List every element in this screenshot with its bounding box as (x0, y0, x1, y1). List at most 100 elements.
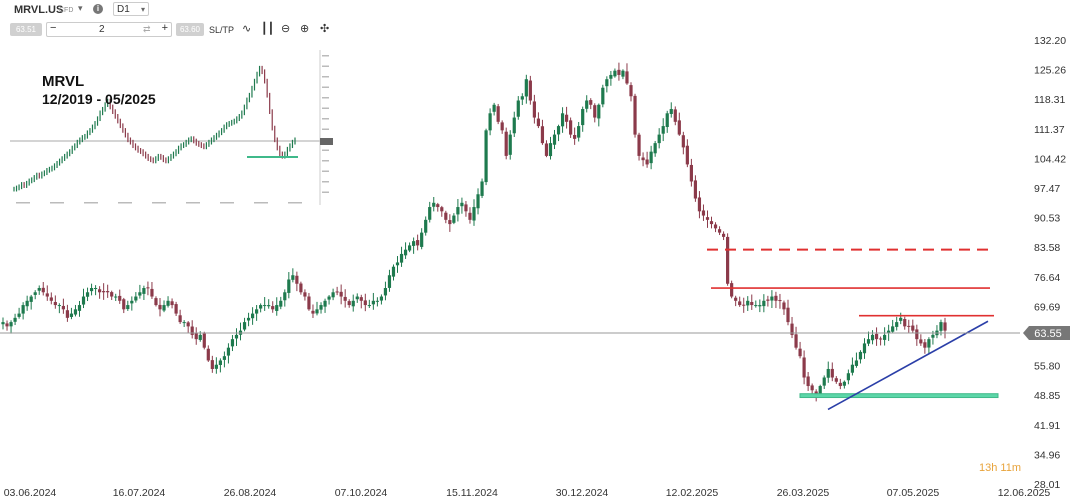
minus-button[interactable]: − (50, 22, 57, 34)
candle (705, 210, 710, 228)
candle (242, 317, 247, 332)
candle (544, 140, 549, 158)
candle (524, 74, 528, 104)
candle (230, 335, 235, 352)
line-chart-icon[interactable]: ∿ (242, 23, 252, 35)
time-tick-label: 26.03.2025 (777, 487, 830, 499)
candle (275, 297, 279, 316)
countdown-hours: 13h (979, 462, 998, 474)
candle (552, 129, 557, 150)
price-axis[interactable]: 132.20 125.26 118.31 111.37 104.42 97.47 90.53… (1034, 35, 1066, 491)
candle (822, 375, 826, 390)
candle (432, 197, 436, 212)
candle (520, 93, 524, 106)
candle (25, 295, 29, 311)
candle (222, 351, 227, 368)
support-zone (799, 393, 999, 399)
price-tick-label: 69.69 (1034, 301, 1060, 313)
candle (174, 301, 178, 316)
candle (734, 295, 738, 307)
candle (186, 321, 190, 333)
reset-icon[interactable]: ⇄ (143, 24, 151, 34)
candle (903, 316, 907, 330)
candle (589, 98, 593, 110)
candle (874, 327, 879, 346)
candle (49, 292, 53, 305)
plus-button[interactable]: + (161, 22, 168, 34)
candle (770, 290, 774, 309)
candle (516, 96, 520, 120)
candle (693, 175, 698, 202)
price-tick-label: 104.42 (1034, 153, 1066, 165)
candle (758, 299, 762, 313)
candle (548, 136, 553, 160)
candle (452, 213, 456, 225)
crosshair-icon[interactable]: ✣ (320, 23, 330, 35)
candle (870, 330, 875, 345)
candle (395, 256, 400, 273)
candle (41, 281, 45, 296)
quantity-stepper[interactable]: − 2 ⇄ + (46, 22, 172, 37)
candle (689, 158, 693, 187)
candle (713, 222, 718, 233)
inset-tick (322, 181, 329, 183)
candle (899, 312, 903, 325)
buy-price-button[interactable]: 63.60 (176, 23, 204, 36)
candle (331, 288, 335, 301)
symbol-label[interactable]: MRVL.US (14, 4, 64, 16)
candle (798, 341, 802, 359)
candle (142, 285, 146, 300)
candle (5, 320, 9, 331)
candle (677, 112, 681, 136)
candle (363, 293, 367, 312)
time-tick-label: 30.12.2024 (556, 487, 609, 499)
candle (399, 246, 404, 267)
candle (569, 117, 573, 138)
candle (339, 284, 343, 305)
candle (307, 292, 311, 311)
candle (283, 289, 287, 307)
candle (379, 294, 384, 305)
inset-tick (118, 202, 132, 204)
candle (742, 297, 746, 313)
candle (311, 304, 315, 318)
candle (834, 376, 838, 384)
price-tick-label: 118.31 (1034, 94, 1065, 106)
candles-icon[interactable]: ┃┃ (261, 23, 275, 35)
candle (907, 319, 911, 333)
annotations-layer (707, 248, 999, 411)
candle (609, 70, 613, 86)
candle (778, 293, 782, 309)
candle (661, 118, 665, 142)
price-tick-label: 90.53 (1034, 213, 1060, 225)
candle (850, 357, 855, 376)
candle (1, 317, 5, 330)
timeframe-value: D1 (117, 4, 130, 15)
sltp-button[interactable]: SL/TP (209, 25, 235, 35)
time-axis[interactable]: 03.06.2024 16.07.2024 26.08.2024 07.10.2024… (4, 487, 1051, 499)
zoom-out-icon[interactable]: ⊖ (281, 23, 291, 35)
inset-tick (220, 202, 234, 204)
candle (194, 327, 198, 345)
inset-tick (84, 202, 98, 204)
sell-price-button[interactable]: 63.51 (10, 23, 42, 36)
quantity-value[interactable]: 2 (99, 24, 105, 35)
info-icon[interactable]: i (93, 4, 103, 14)
zoom-in-icon[interactable]: ⊕ (300, 23, 310, 35)
candle (617, 62, 621, 81)
candle (738, 296, 742, 307)
candle (154, 296, 158, 307)
candle (210, 355, 214, 373)
candle (9, 320, 13, 334)
candle (130, 296, 134, 311)
candle (259, 303, 263, 313)
chevron-down-icon[interactable]: ▾ (78, 3, 83, 13)
candle (782, 300, 786, 315)
candle (504, 127, 508, 160)
candle (335, 286, 339, 296)
candle (428, 201, 432, 223)
timeframe-select[interactable]: D1 ▾ (113, 2, 149, 16)
time-tick-label: 07.10.2024 (335, 487, 388, 499)
candle (351, 294, 355, 312)
